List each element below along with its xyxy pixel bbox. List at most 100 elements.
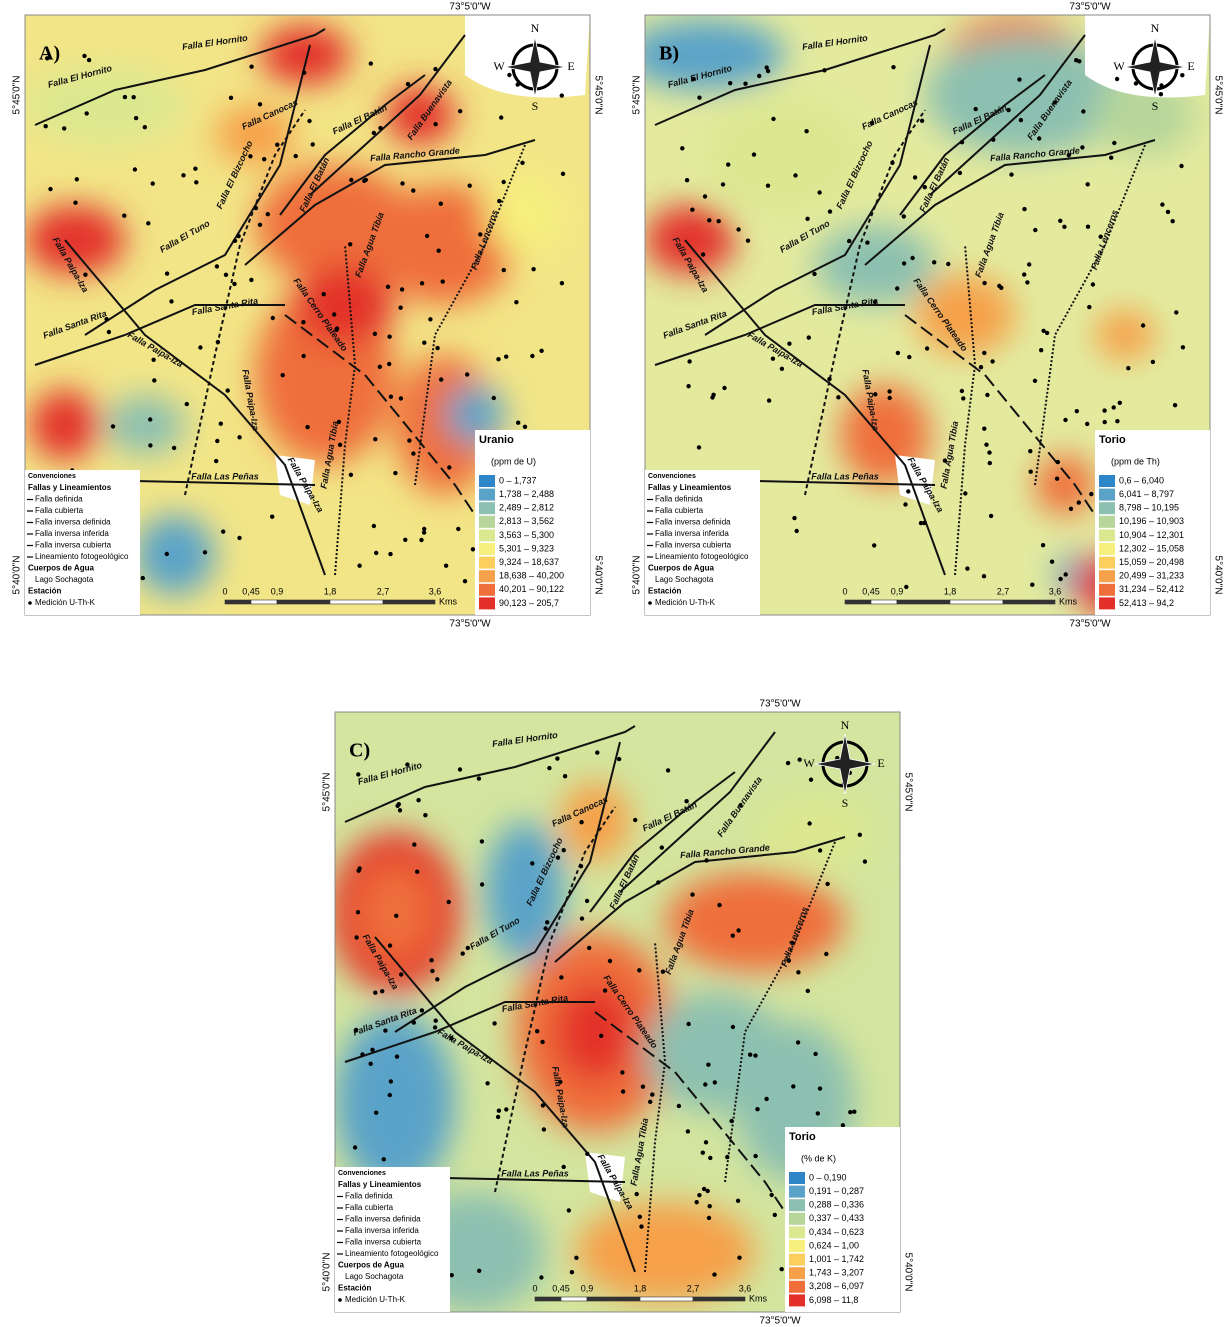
latitude-label: 5°45'0"N xyxy=(632,76,643,115)
station-point xyxy=(237,435,242,440)
station-point xyxy=(710,395,715,400)
station-point xyxy=(895,286,900,291)
field-zone xyxy=(335,1012,455,1192)
station-point xyxy=(705,1188,710,1194)
scale-unit: Kms xyxy=(439,596,458,606)
station-point xyxy=(443,563,449,568)
scale-tick-label: 3,6 xyxy=(1049,586,1062,596)
masked-area xyxy=(465,15,590,98)
field-zone xyxy=(755,792,875,872)
legend-label: 9,324 – 18,637 xyxy=(499,557,559,567)
station-point xyxy=(978,365,984,370)
conventions-heading: Fallas y Lineamientos xyxy=(28,483,112,492)
legend-label: 6,041 – 8,797 xyxy=(1119,489,1174,499)
scale-segment xyxy=(949,599,1004,605)
station-point xyxy=(595,750,600,755)
station-point xyxy=(808,777,814,782)
station-point xyxy=(214,264,220,269)
station-point xyxy=(865,240,870,245)
station-point xyxy=(700,1150,705,1155)
field-zone xyxy=(645,205,735,275)
station-point xyxy=(1063,417,1068,423)
station-point xyxy=(520,160,525,165)
field-zone xyxy=(705,95,865,215)
station-point xyxy=(1172,403,1178,408)
field-zone xyxy=(575,1202,755,1302)
station-point xyxy=(82,53,87,59)
station-point xyxy=(381,1157,386,1162)
station-point xyxy=(836,395,841,400)
scale-segment xyxy=(224,599,252,605)
station-point xyxy=(405,81,411,87)
station-point xyxy=(559,93,564,98)
legend-label: 18,638 – 40,200 xyxy=(499,571,564,581)
station-point xyxy=(164,271,170,276)
station-point xyxy=(438,201,443,206)
station-point xyxy=(543,926,548,931)
station-point xyxy=(1028,449,1033,454)
station-point xyxy=(43,124,48,129)
station-point xyxy=(411,451,416,456)
conventions-heading: Estación xyxy=(28,587,61,596)
legend-label: 6,098 – 11,8 xyxy=(809,1295,858,1305)
station-point xyxy=(648,1099,653,1104)
station-point xyxy=(385,284,391,289)
scale-segment xyxy=(250,599,278,605)
field-zone xyxy=(925,35,1125,155)
station-point xyxy=(770,356,776,361)
station-point xyxy=(122,94,128,100)
station-point xyxy=(847,238,852,244)
station-point xyxy=(214,458,219,464)
station-point xyxy=(987,450,992,455)
legend-title: Torio xyxy=(1099,434,1126,446)
latitude-label: 5°40'0"N xyxy=(1212,556,1223,595)
station-point xyxy=(982,280,987,286)
scale-tick-label: 0,45 xyxy=(552,1283,570,1293)
field-zone xyxy=(295,265,395,345)
compass-letter: W xyxy=(803,756,815,770)
station-point xyxy=(708,1155,713,1161)
station-point xyxy=(922,185,927,190)
convention-symbol xyxy=(648,601,652,605)
conventions-item: Falla definida xyxy=(35,495,83,504)
station-point xyxy=(1074,58,1079,63)
fault-line xyxy=(334,244,357,576)
station-point xyxy=(919,118,925,124)
conventions-item: Lineamiento fotogeológico xyxy=(345,1249,439,1258)
station-point xyxy=(706,1062,711,1067)
station-point xyxy=(918,520,924,526)
station-point xyxy=(433,1018,438,1023)
station-point xyxy=(620,1089,626,1094)
legend-label: 2,813 – 3,562 xyxy=(499,516,554,526)
station-point xyxy=(530,861,535,866)
station-point xyxy=(334,326,340,331)
station-point xyxy=(541,1127,547,1132)
station-point xyxy=(792,515,797,521)
interpolation-field xyxy=(25,25,565,595)
station-point xyxy=(152,378,157,383)
station-point xyxy=(659,845,664,850)
station-point xyxy=(717,902,722,908)
station-point xyxy=(492,1021,497,1026)
station-point xyxy=(485,1081,490,1086)
station-point xyxy=(794,528,799,534)
map-frame xyxy=(334,711,901,1313)
station-point xyxy=(903,502,908,507)
scale-segment xyxy=(1002,599,1056,605)
station-point xyxy=(1085,182,1090,187)
station-point xyxy=(901,261,907,266)
compass-star xyxy=(504,36,566,98)
legend-swatch xyxy=(1099,488,1115,501)
legend-label: 0,624 – 1,00 xyxy=(809,1240,859,1250)
scale-tick-label: 0 xyxy=(222,586,227,596)
station-point xyxy=(388,1079,394,1084)
station-point xyxy=(530,353,535,359)
station-point xyxy=(680,146,685,151)
fault-line xyxy=(619,731,776,893)
field-zone xyxy=(645,20,785,90)
station-point xyxy=(478,232,483,237)
station-point xyxy=(1063,572,1068,577)
station-point xyxy=(202,550,208,555)
